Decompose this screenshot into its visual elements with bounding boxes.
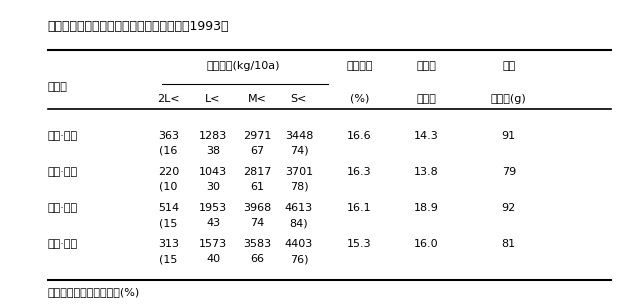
Text: 増肥·標植: 増肥·標植 xyxy=(48,240,78,249)
Text: 2817: 2817 xyxy=(244,167,272,177)
Text: 1043: 1043 xyxy=(199,167,227,177)
Text: M<: M< xyxy=(248,94,267,103)
Text: 3968: 3968 xyxy=(244,203,272,213)
Text: 13.8: 13.8 xyxy=(414,167,438,177)
Text: 514: 514 xyxy=(158,203,179,213)
Text: 30: 30 xyxy=(206,182,220,192)
Text: 1953: 1953 xyxy=(199,203,227,213)
Text: 16.3: 16.3 xyxy=(347,167,371,177)
Text: 増肥·疎植: 増肥·疎植 xyxy=(48,203,78,213)
Text: (15: (15 xyxy=(160,218,177,228)
Text: 平均: 平均 xyxy=(502,61,515,71)
Text: 3583: 3583 xyxy=(244,240,272,249)
Text: 16.0: 16.0 xyxy=(414,240,438,249)
Text: 表３．北海７６号の施肥量栽植密度反応（1993）: 表３．北海７６号の施肥量栽植密度反応（1993） xyxy=(48,20,229,33)
Text: 16.6: 16.6 xyxy=(347,131,371,141)
Text: 2971: 2971 xyxy=(244,131,272,141)
Text: 81: 81 xyxy=(502,240,516,249)
Text: 220: 220 xyxy=(158,167,179,177)
Text: 2L<: 2L< xyxy=(157,94,180,103)
Text: 1283: 1283 xyxy=(199,131,227,141)
Text: 標肥·標植: 標肥·標植 xyxy=(48,167,78,177)
Text: でん粉価: でん粉価 xyxy=(346,61,373,71)
Text: 3701: 3701 xyxy=(285,167,313,177)
Text: 84): 84) xyxy=(289,218,308,228)
Text: 61: 61 xyxy=(251,182,265,192)
Text: 1573: 1573 xyxy=(199,240,227,249)
Text: 313: 313 xyxy=(158,240,179,249)
Text: いも数: いも数 xyxy=(416,94,436,103)
Text: 43: 43 xyxy=(206,218,220,228)
Text: 注）（　）はトヨシロ比(%): 注）（ ）はトヨシロ比(%) xyxy=(48,287,140,297)
Text: 74: 74 xyxy=(251,218,265,228)
Text: 67: 67 xyxy=(251,146,265,156)
Text: 18.9: 18.9 xyxy=(413,203,439,213)
Text: 14.3: 14.3 xyxy=(414,131,438,141)
Text: (15: (15 xyxy=(160,254,177,264)
Text: 15.3: 15.3 xyxy=(347,240,371,249)
Text: 38: 38 xyxy=(206,146,220,156)
Text: 40: 40 xyxy=(206,254,220,264)
Text: L<: L< xyxy=(205,94,221,103)
Text: いも収量(kg/10a): いも収量(kg/10a) xyxy=(207,61,280,71)
Text: 標肥·疎植: 標肥·疎植 xyxy=(48,131,78,141)
Text: 16.1: 16.1 xyxy=(347,203,371,213)
Text: 4403: 4403 xyxy=(285,240,313,249)
Text: S<: S< xyxy=(291,94,307,103)
Text: 363: 363 xyxy=(158,131,179,141)
Text: (%): (%) xyxy=(350,94,369,103)
Text: 76): 76) xyxy=(289,254,308,264)
Text: (16: (16 xyxy=(160,146,177,156)
Text: 92: 92 xyxy=(502,203,516,213)
Text: (10: (10 xyxy=(160,182,177,192)
Text: 3448: 3448 xyxy=(285,131,313,141)
Text: 78): 78) xyxy=(289,182,308,192)
Text: １個重(g): １個重(g) xyxy=(491,94,527,103)
Text: 4613: 4613 xyxy=(285,203,313,213)
Text: 91: 91 xyxy=(502,131,516,141)
Text: 66: 66 xyxy=(251,254,265,264)
Text: 74): 74) xyxy=(289,146,308,156)
Text: 株当り: 株当り xyxy=(416,61,436,71)
Text: 79: 79 xyxy=(502,167,516,177)
Text: 処理区: 処理区 xyxy=(48,82,67,92)
